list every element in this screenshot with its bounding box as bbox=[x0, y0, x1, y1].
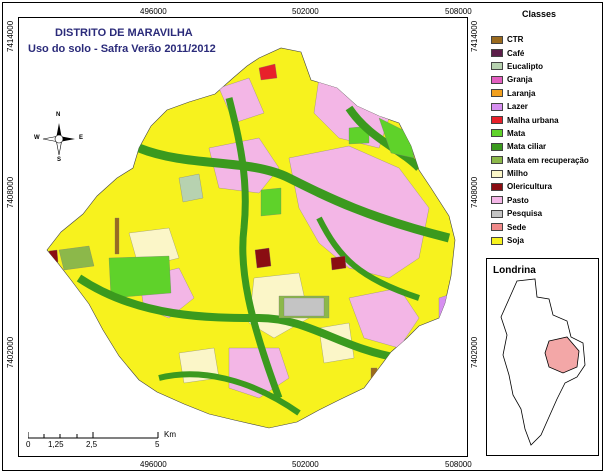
compass-n-label: N bbox=[56, 112, 61, 118]
legend-swatch bbox=[491, 129, 503, 138]
legend-swatch bbox=[491, 169, 503, 178]
easting-bottom-2: 502000 bbox=[292, 460, 319, 469]
legend-swatch bbox=[491, 142, 503, 151]
legend-item: Café bbox=[491, 46, 601, 59]
legend-item: Mata ciliar bbox=[491, 140, 601, 153]
legend-label: Lazer bbox=[507, 102, 528, 112]
legend-swatch bbox=[491, 116, 503, 125]
legend-swatch bbox=[491, 196, 503, 205]
legend-swatch bbox=[491, 35, 503, 44]
legend-label: Mata bbox=[507, 128, 526, 138]
land-use-map bbox=[18, 17, 468, 457]
legend-item: Olericultura bbox=[491, 180, 601, 193]
legend-item: Milho bbox=[491, 167, 601, 180]
scale-label-5: 5 bbox=[155, 440, 160, 449]
scale-label-0: 0 bbox=[26, 440, 31, 449]
legend-label: Sede bbox=[507, 222, 527, 232]
legend-item: Mata bbox=[491, 127, 601, 140]
legend-item: Soja bbox=[491, 234, 601, 247]
legend-label: CTR bbox=[507, 35, 524, 45]
northing-left-1: 7414000 bbox=[6, 20, 15, 52]
legend: CTR Café Eucalipto Granja Laranja Lazer Malha … bbox=[491, 33, 601, 247]
legend-swatch bbox=[491, 156, 503, 165]
legend-item: Granja bbox=[491, 73, 601, 86]
scale-label-2-5: 2,5 bbox=[86, 440, 98, 449]
legend-label: Mata ciliar bbox=[507, 142, 547, 152]
land-use-map-drawing bbox=[46, 47, 456, 429]
scale-label-1-25: 1,25 bbox=[48, 440, 64, 449]
legend-label: Eucalipto bbox=[507, 61, 544, 71]
legend-item: Malha urbana bbox=[491, 113, 601, 126]
legend-swatch bbox=[491, 102, 503, 111]
northing-right-1: 7414000 bbox=[470, 20, 479, 52]
easting-top-2: 502000 bbox=[292, 7, 319, 16]
easting-bottom-1: 496000 bbox=[140, 460, 167, 469]
legend-label: Laranja bbox=[507, 88, 536, 98]
legend-label: Malha urbana bbox=[507, 115, 559, 125]
legend-label: Granja bbox=[507, 75, 533, 85]
location-inset: Londrina bbox=[486, 258, 599, 456]
legend-swatch bbox=[491, 236, 503, 245]
easting-top-3: 508000 bbox=[445, 7, 472, 16]
easting-bottom-3: 508000 bbox=[445, 460, 472, 469]
legend-label: Soja bbox=[507, 236, 524, 246]
northing-right-3: 7402000 bbox=[470, 336, 479, 368]
legend-swatch bbox=[491, 49, 503, 58]
legend-swatch bbox=[491, 75, 503, 84]
compass-e-label: E bbox=[79, 135, 84, 141]
legend-item: Eucalipto bbox=[491, 60, 601, 73]
legend-label: Olericultura bbox=[507, 182, 552, 192]
legend-item: Pesquisa bbox=[491, 207, 601, 220]
map-title: DISTRITO DE MARAVILHA bbox=[55, 27, 193, 39]
legend-label: Mata em recuperação bbox=[507, 155, 589, 165]
easting-top-1: 496000 bbox=[140, 7, 167, 16]
legend-item: Mata em recuperação bbox=[491, 154, 601, 167]
legend-label: Café bbox=[507, 48, 525, 58]
inset-title: Londrina bbox=[493, 265, 536, 276]
legend-item: Lazer bbox=[491, 100, 601, 113]
northing-right-2: 7408000 bbox=[470, 176, 479, 208]
legend-swatch bbox=[491, 223, 503, 232]
legend-label: Pasto bbox=[507, 195, 529, 205]
northing-left-3: 7402000 bbox=[6, 336, 15, 368]
compass-w-label: W bbox=[34, 135, 40, 141]
north-arrow-icon: N S W E bbox=[34, 112, 83, 163]
legend-label: Milho bbox=[507, 169, 528, 179]
northing-left-2: 7408000 bbox=[6, 176, 15, 208]
scale-unit: Km bbox=[164, 430, 176, 439]
legend-title: Classes bbox=[522, 9, 557, 19]
legend-item: CTR bbox=[491, 33, 601, 46]
map-subtitle: Uso do solo - Safra Verão 2011/2012 bbox=[28, 43, 216, 55]
legend-swatch bbox=[491, 62, 503, 71]
legend-label: Pesquisa bbox=[507, 209, 543, 219]
londrina-outline-drawing bbox=[500, 278, 586, 446]
legend-swatch bbox=[491, 209, 503, 218]
legend-item: Laranja bbox=[491, 87, 601, 100]
compass-s-label: S bbox=[57, 157, 62, 163]
legend-swatch bbox=[491, 89, 503, 98]
legend-item: Pasto bbox=[491, 194, 601, 207]
legend-swatch bbox=[491, 182, 503, 191]
legend-item: Sede bbox=[491, 220, 601, 233]
maravilha-highlight bbox=[544, 336, 580, 374]
